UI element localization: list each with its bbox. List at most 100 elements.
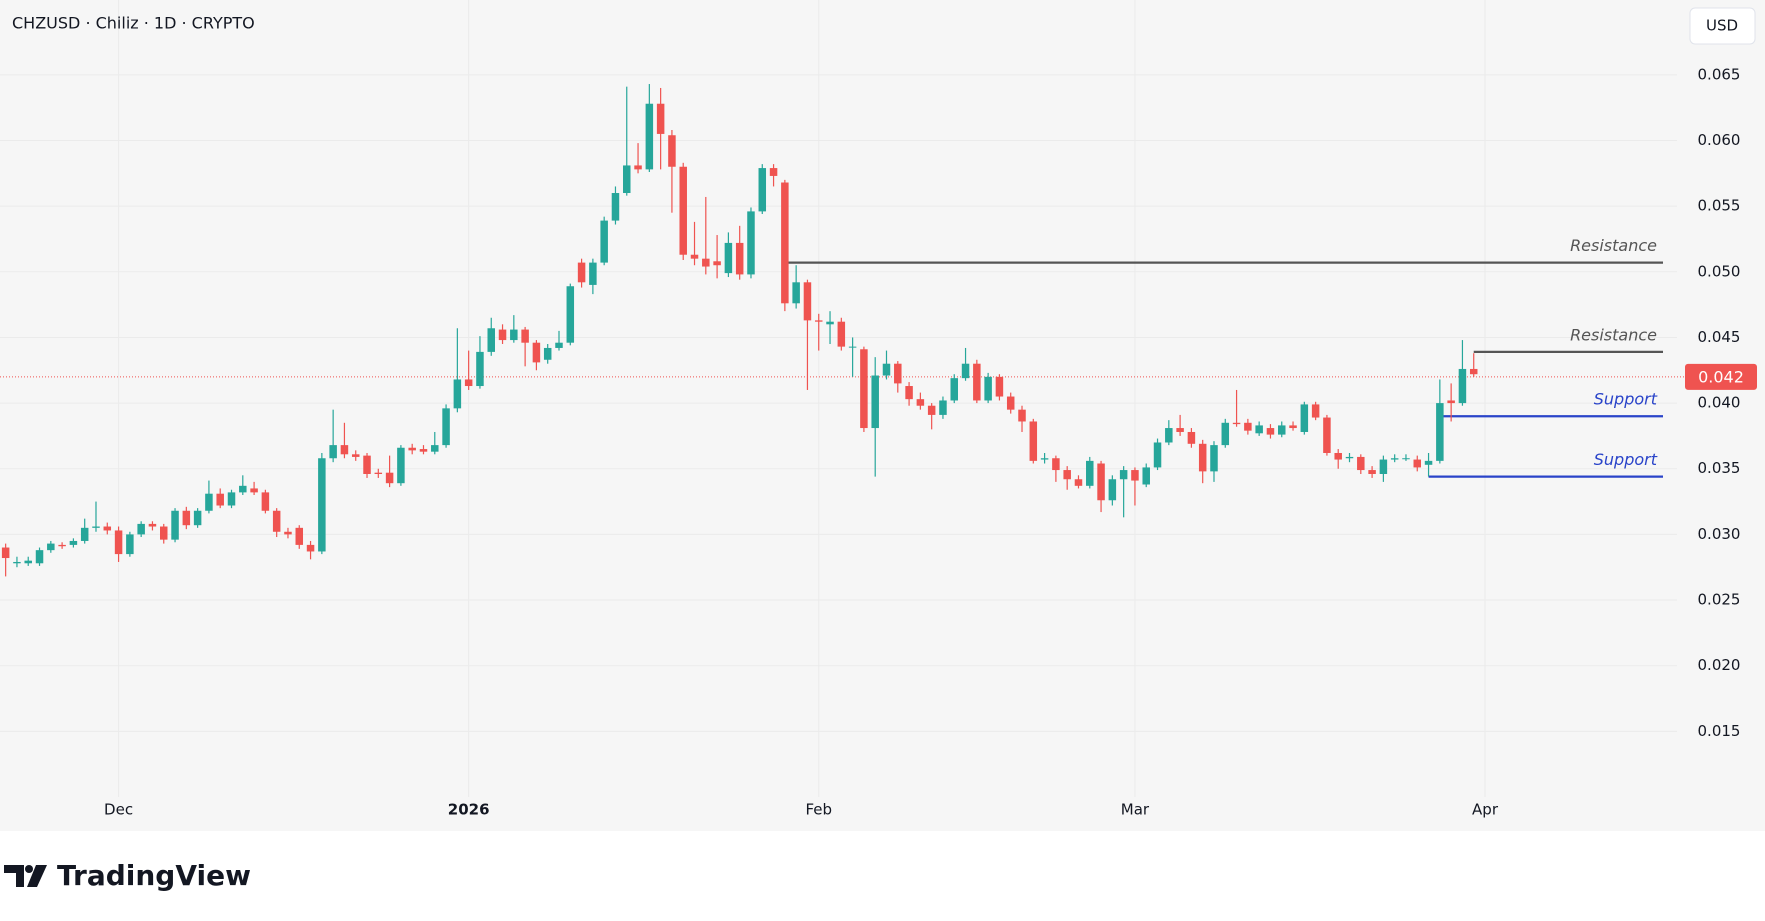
candle-body bbox=[916, 399, 925, 406]
level-label: Resistance bbox=[1570, 236, 1657, 255]
candle-body bbox=[679, 166, 687, 255]
candle-body bbox=[589, 262, 597, 285]
candle-body bbox=[261, 492, 270, 511]
candle-body bbox=[374, 472, 383, 474]
candle-body bbox=[92, 526, 100, 528]
candle-body bbox=[1198, 443, 1207, 472]
candle-body bbox=[1413, 459, 1422, 468]
candle-body bbox=[385, 472, 394, 484]
candle-body bbox=[442, 408, 450, 446]
candle-body bbox=[69, 540, 78, 545]
levels: Resistance Resistance Support Support bbox=[0, 236, 1685, 478]
x-tick-label: Mar bbox=[1121, 801, 1150, 819]
candle-body bbox=[1244, 422, 1252, 431]
chart-title: CHZUSD · Chiliz · 1D · CRYPTO bbox=[12, 14, 255, 33]
candle-body bbox=[126, 534, 134, 555]
candle-body bbox=[171, 510, 179, 540]
candle-body bbox=[227, 492, 236, 506]
candle-body bbox=[216, 493, 224, 506]
candle-body bbox=[826, 321, 834, 325]
candle-body bbox=[747, 211, 755, 275]
candle-body bbox=[894, 363, 902, 384]
candle-body bbox=[724, 242, 733, 274]
y-tick-label: 0.030 bbox=[1698, 525, 1741, 543]
candle-body bbox=[397, 447, 405, 484]
candle-body bbox=[1402, 458, 1410, 460]
candle-body bbox=[318, 458, 326, 552]
candle-body bbox=[668, 135, 676, 167]
candle-body bbox=[1232, 422, 1241, 425]
candle-body bbox=[837, 321, 846, 347]
candle-body bbox=[239, 485, 247, 493]
candle-body bbox=[80, 527, 89, 541]
candle-body bbox=[781, 182, 789, 304]
candle-body bbox=[1390, 458, 1399, 460]
candle-body bbox=[1379, 459, 1388, 474]
candle-body bbox=[1074, 479, 1083, 486]
level-label: Support bbox=[1594, 390, 1658, 409]
candle-body bbox=[543, 347, 552, 360]
candle-body bbox=[961, 363, 970, 379]
candle-body bbox=[1424, 460, 1433, 465]
candle-body bbox=[1176, 428, 1184, 432]
candle-body bbox=[1097, 463, 1105, 501]
brand-name: TradingView bbox=[57, 859, 251, 892]
candle-body bbox=[860, 349, 868, 429]
candle-body bbox=[1142, 467, 1150, 485]
y-tick-label: 0.020 bbox=[1698, 656, 1741, 674]
candle-body bbox=[510, 329, 518, 341]
candle-body bbox=[1165, 428, 1173, 443]
y-tick-label: 0.040 bbox=[1698, 394, 1741, 412]
last-price-label: 0.042 bbox=[1698, 367, 1744, 386]
candle-body bbox=[1108, 479, 1117, 501]
axes: 0.015 0.020 0.025 0.030 0.035 0.040 0.045 0.050… bbox=[104, 65, 1757, 819]
y-tick-label: 0.015 bbox=[1698, 722, 1741, 740]
candle-body bbox=[205, 493, 213, 511]
candle-body bbox=[419, 449, 428, 452]
y-tick-label: 0.065 bbox=[1698, 65, 1741, 83]
candle-body bbox=[1131, 470, 1139, 481]
candle-body bbox=[1357, 456, 1365, 471]
currency-button[interactable] bbox=[1689, 7, 1756, 45]
candle-body bbox=[814, 320, 823, 322]
y-tick-label: 0.025 bbox=[1698, 591, 1741, 609]
candle-body bbox=[1086, 460, 1094, 486]
candle-body bbox=[1311, 404, 1320, 418]
x-tick-label: Dec bbox=[104, 801, 133, 819]
candle-body bbox=[1289, 425, 1297, 429]
candle-body bbox=[1119, 470, 1128, 480]
candles bbox=[1, 84, 1478, 577]
candle-body bbox=[1, 547, 10, 559]
x-tick-label: Apr bbox=[1472, 801, 1499, 819]
candle-body bbox=[453, 379, 462, 409]
x-tick-label: 2026 bbox=[448, 801, 490, 819]
y-tick-label: 0.055 bbox=[1698, 197, 1741, 215]
candle-body bbox=[611, 193, 620, 221]
candle-body bbox=[1255, 425, 1263, 434]
candle-body bbox=[984, 376, 992, 401]
candle-body bbox=[1447, 400, 1455, 404]
candle-body bbox=[566, 286, 575, 343]
x-tick-label: Feb bbox=[805, 801, 832, 819]
candle-body bbox=[58, 544, 66, 547]
candle-body bbox=[555, 342, 563, 348]
candle-body bbox=[148, 523, 157, 527]
y-tick-label: 0.035 bbox=[1698, 459, 1741, 477]
candle-body bbox=[329, 445, 337, 459]
candle-body bbox=[690, 254, 699, 259]
candle-body bbox=[193, 510, 202, 526]
currency-label[interactable]: USD bbox=[1706, 17, 1738, 35]
candle-body bbox=[1018, 409, 1026, 422]
candle-body bbox=[498, 329, 507, 341]
candle-body bbox=[103, 526, 112, 531]
y-tick-label: 0.050 bbox=[1698, 262, 1741, 280]
candle-body bbox=[1266, 428, 1275, 435]
candle-body bbox=[1458, 368, 1467, 404]
candle-body bbox=[363, 455, 371, 474]
candle-body bbox=[351, 454, 360, 457]
candle-body bbox=[1277, 425, 1286, 435]
candle-body bbox=[1210, 445, 1218, 472]
candle-body bbox=[634, 165, 642, 170]
